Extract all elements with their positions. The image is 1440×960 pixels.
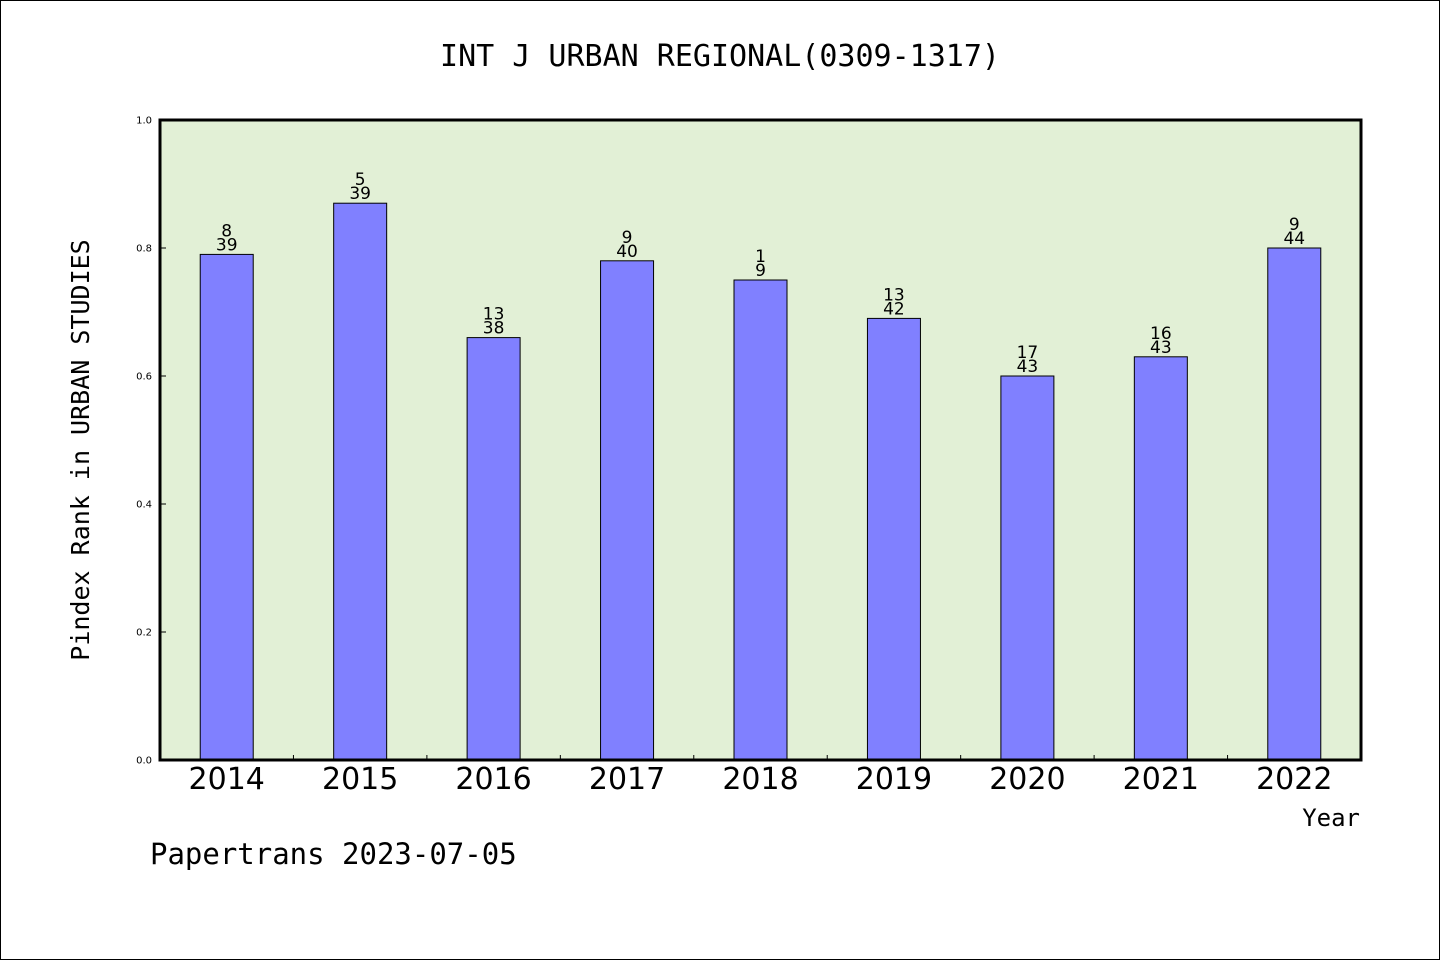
total-label-2017: 40 bbox=[616, 242, 638, 262]
rank-label-2022: 9 bbox=[1289, 215, 1300, 235]
x-tick-label-2020: 2020 bbox=[989, 762, 1065, 797]
total-label-2014: 39 bbox=[216, 235, 238, 255]
rank-label-2015: 5 bbox=[355, 170, 366, 190]
rank-label-2020: 17 bbox=[1017, 343, 1039, 363]
bar-2020 bbox=[1000, 375, 1055, 761]
x-tick-label-2018: 2018 bbox=[722, 762, 798, 797]
y-tick-label-0: 0.0 bbox=[136, 756, 152, 767]
x-tick-label-2016: 2016 bbox=[455, 762, 531, 797]
rank-label-2021: 16 bbox=[1150, 324, 1172, 344]
bar-2018 bbox=[733, 279, 788, 761]
y-axis-label: Pindex Rank in URBAN STUDIES bbox=[66, 239, 95, 660]
x-tick-label-2014: 2014 bbox=[189, 762, 265, 797]
bar-2014 bbox=[199, 253, 254, 761]
total-label-2015: 39 bbox=[349, 184, 371, 204]
bar-2021 bbox=[1133, 356, 1188, 761]
total-label-2022: 44 bbox=[1283, 229, 1305, 249]
x-tick-label-2017: 2017 bbox=[589, 762, 665, 797]
total-label-2021: 43 bbox=[1150, 338, 1172, 358]
chart-title: INT J URBAN REGIONAL(0309-1317) bbox=[440, 39, 1000, 74]
rank-label-2014: 8 bbox=[221, 221, 232, 241]
rank-label-2017: 9 bbox=[622, 228, 633, 248]
x-tick-label-2022: 2022 bbox=[1256, 762, 1332, 797]
bar-2017 bbox=[600, 260, 655, 761]
bar-2016 bbox=[466, 337, 521, 761]
y-tick-label-3: 0.6 bbox=[136, 372, 152, 383]
y-tick-label-4: 0.8 bbox=[136, 244, 152, 255]
y-tick-label-1: 0.2 bbox=[136, 628, 152, 639]
rank-label-2019: 13 bbox=[883, 285, 905, 305]
total-label-2019: 42 bbox=[883, 299, 905, 319]
footer-text: Papertrans 2023-07-05 bbox=[150, 837, 517, 871]
x-tick-label-2021: 2021 bbox=[1123, 762, 1199, 797]
x-tick-label-2015: 2015 bbox=[322, 762, 398, 797]
total-label-2018: 9 bbox=[755, 261, 766, 281]
rank-label-2016: 13 bbox=[483, 305, 505, 325]
plot-border bbox=[158, 118, 1363, 762]
rank-label-2018: 1 bbox=[755, 247, 766, 267]
x-tick-label-2019: 2019 bbox=[856, 762, 932, 797]
bar-2022 bbox=[1267, 247, 1322, 761]
y-tick-label-5: 1.0 bbox=[136, 116, 152, 127]
y-tick-label-2: 0.4 bbox=[136, 500, 152, 511]
x-axis-label: Year bbox=[1302, 804, 1360, 832]
total-label-2020: 43 bbox=[1017, 357, 1039, 377]
total-label-2016: 38 bbox=[483, 319, 505, 339]
bar-2019 bbox=[866, 317, 921, 761]
bar-2015 bbox=[333, 202, 388, 761]
